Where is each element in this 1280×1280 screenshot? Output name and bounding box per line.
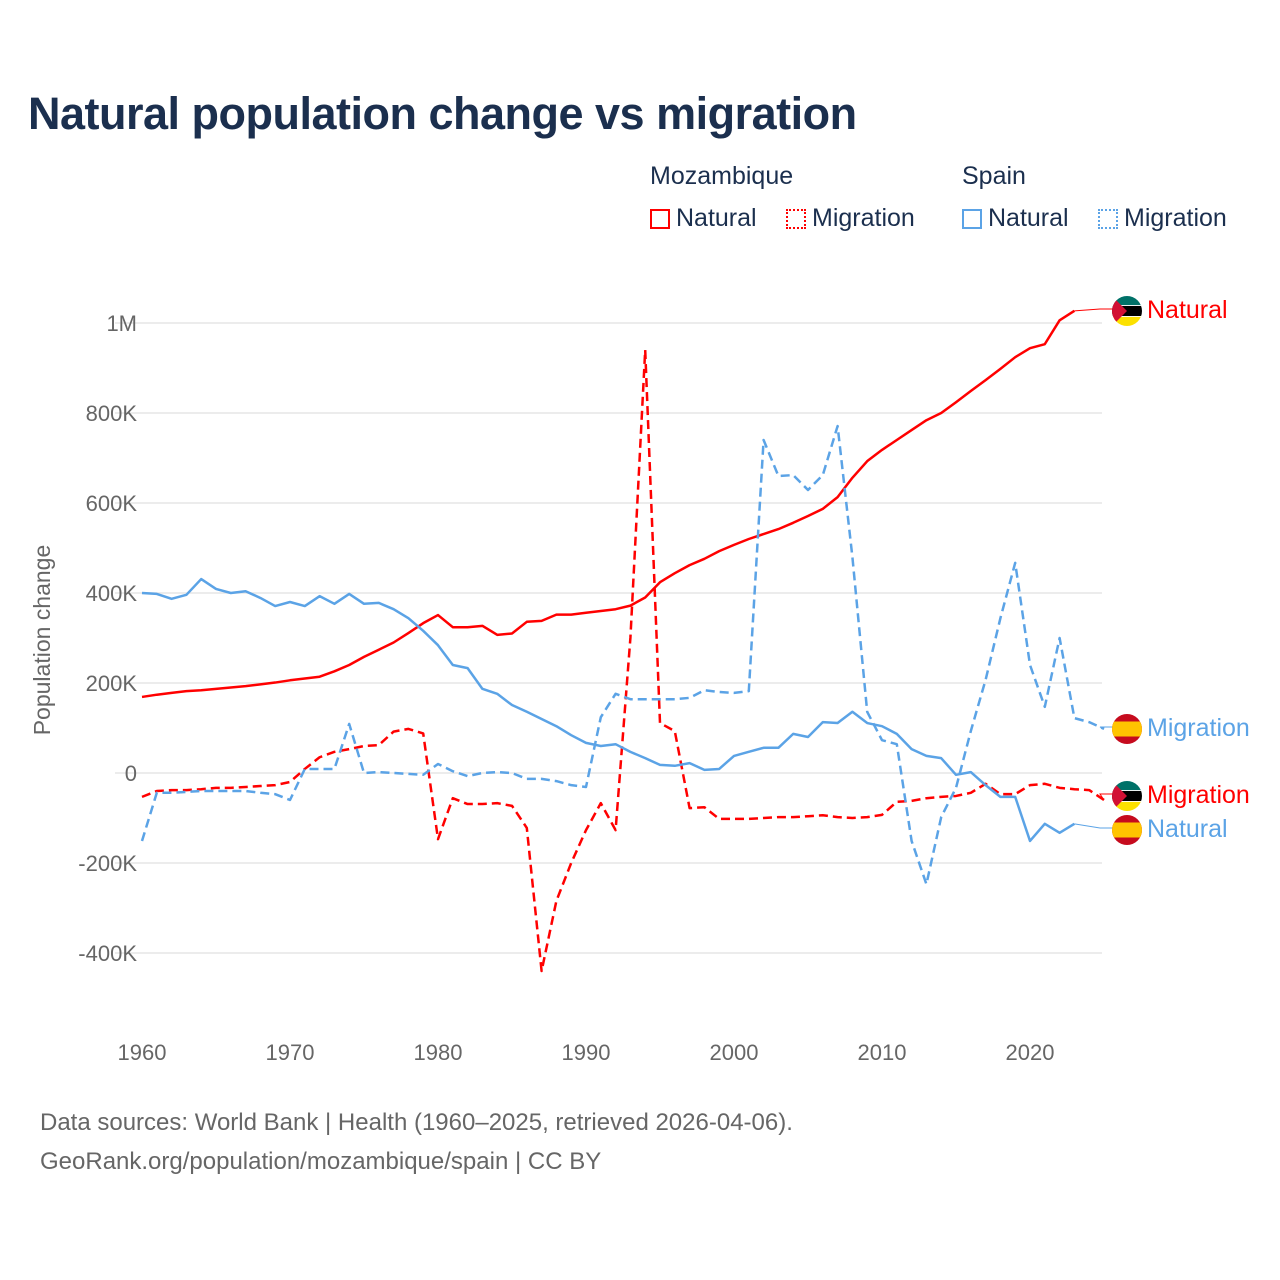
y-tick-label: 600K (86, 491, 138, 516)
y-tick-label: -400K (78, 941, 137, 966)
legend-label: Migration (812, 204, 915, 232)
series-end-label: Migration (1147, 781, 1250, 809)
series-line-mozambique-natural[interactable] (141, 309, 1076, 699)
y-tick-label: 1M (106, 311, 137, 336)
x-tick-label: 1960 (118, 1040, 167, 1065)
x-tick-label: 1990 (562, 1040, 611, 1065)
legend-group-mozambique: Mozambique (650, 162, 794, 190)
y-tick-label: 0 (125, 761, 137, 786)
series-line-spain-natural[interactable] (141, 577, 1076, 843)
series-end-label: Natural (1147, 815, 1228, 843)
legend-swatch (962, 208, 982, 229)
x-tick-label: 1980 (414, 1040, 463, 1065)
spain-flag-icon (1112, 714, 1142, 744)
label-connector (1099, 793, 1112, 801)
legend-label: Natural (988, 204, 1069, 232)
source-note: Data sources: World Bank | Health (1960–… (40, 1109, 793, 1136)
legend-label: Natural (676, 204, 757, 232)
legend-label: Migration (1124, 204, 1227, 232)
x-tick-label: 2010 (858, 1040, 907, 1065)
legend-swatch (786, 208, 806, 229)
label-connector (1074, 823, 1112, 829)
credit-note[interactable]: GeoRank.org/population/mozambique/spain … (40, 1148, 602, 1175)
series-end-label: Natural (1147, 296, 1228, 324)
legend-mozambique-natural[interactable]: Natural (650, 204, 757, 233)
series-line-mozambique-migration[interactable] (141, 348, 1105, 973)
chart-title: Natural population change vs migration (28, 88, 857, 139)
legend-swatch (650, 208, 670, 229)
label-connector (1099, 726, 1112, 730)
y-tick-label: 800K (86, 401, 138, 426)
x-tick-label: 2020 (1006, 1040, 1055, 1065)
y-tick-label: -200K (78, 851, 137, 876)
y-tick-label: 200K (86, 671, 138, 696)
series-end-label: Migration (1147, 714, 1250, 742)
mozambique-flag-icon (1112, 296, 1142, 326)
legend-mozambique-migration[interactable]: Migration (786, 204, 915, 233)
y-axis-label: Population change (29, 545, 55, 736)
x-tick-label: 1970 (266, 1040, 315, 1065)
legend-swatch (1098, 208, 1118, 229)
mozambique-flag-icon (1112, 781, 1142, 811)
series-line-spain-migration[interactable] (140, 424, 1105, 886)
label-connector (1074, 308, 1112, 312)
legend-spain-natural[interactable]: Natural (962, 204, 1069, 233)
legend-group-spain: Spain (962, 162, 1026, 190)
x-tick-label: 2000 (710, 1040, 759, 1065)
spain-flag-icon (1112, 815, 1142, 845)
legend-spain-migration[interactable]: Migration (1098, 204, 1227, 233)
y-tick-label: 400K (86, 581, 138, 606)
